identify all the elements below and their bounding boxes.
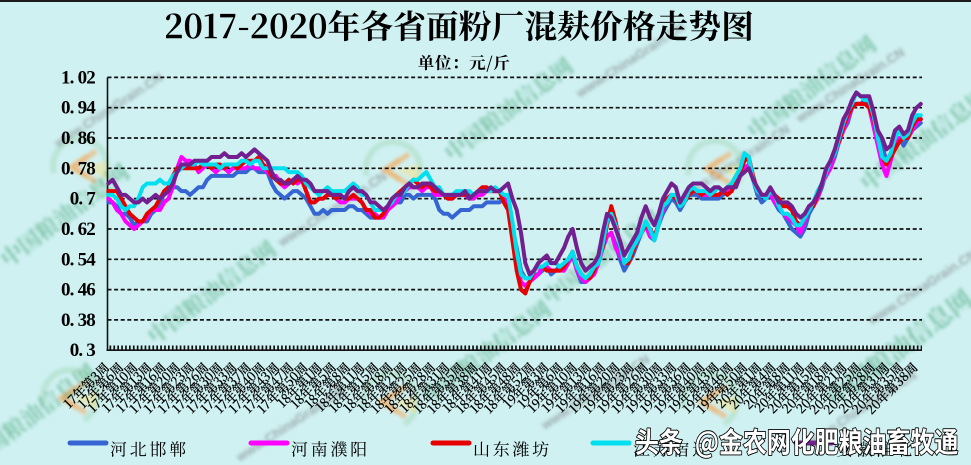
svg-text:0. 46: 0. 46: [61, 280, 95, 301]
svg-text:1. 02: 1. 02: [61, 67, 95, 88]
svg-text:0. 78: 0. 78: [61, 158, 95, 179]
svg-text:0. 7: 0. 7: [70, 189, 97, 210]
svg-text:0. 86: 0. 86: [61, 128, 95, 149]
svg-text:0. 62: 0. 62: [61, 219, 95, 240]
svg-text:0. 3: 0. 3: [70, 340, 96, 361]
svg-text:0. 54: 0. 54: [61, 249, 96, 270]
svg-text:0. 38: 0. 38: [61, 310, 95, 331]
svg-text:0. 94: 0. 94: [61, 98, 96, 119]
